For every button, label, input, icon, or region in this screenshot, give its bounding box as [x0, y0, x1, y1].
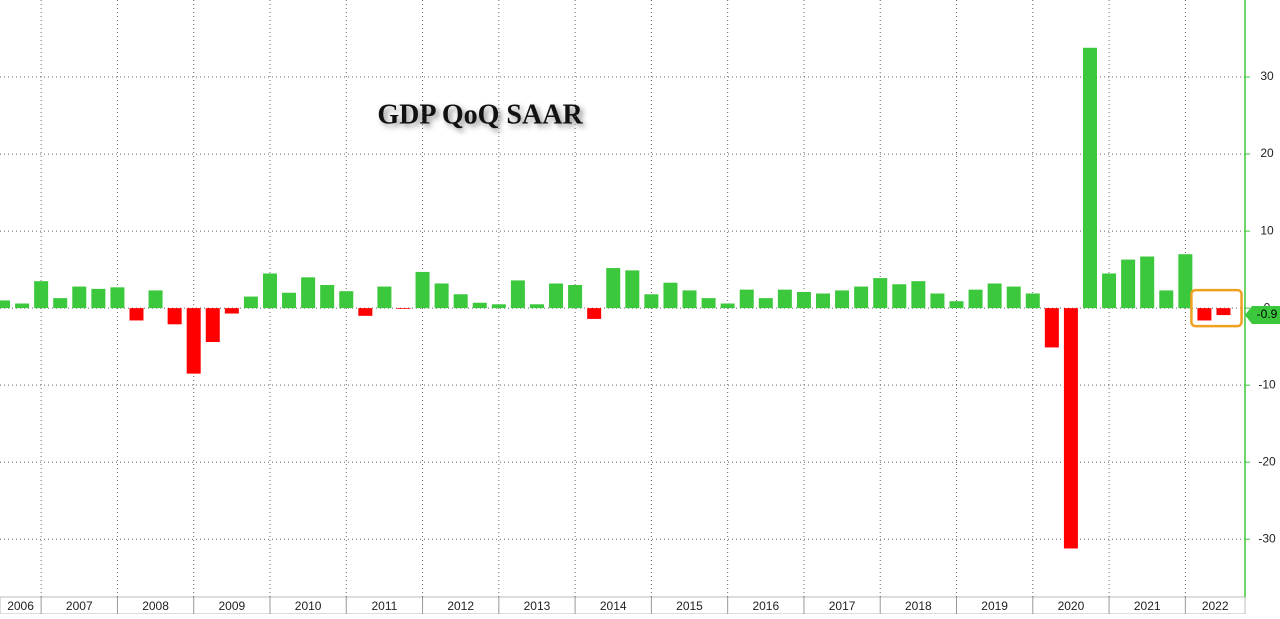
bar: [1216, 308, 1231, 316]
bar: [72, 286, 87, 309]
bar: [606, 268, 621, 309]
bar: [301, 277, 316, 309]
bar: [205, 308, 220, 343]
bar: [1102, 273, 1117, 309]
bar: [892, 284, 907, 309]
x-tick-label: 2022: [1202, 599, 1229, 613]
bar: [1121, 259, 1136, 309]
bar: [167, 308, 182, 325]
bar: [549, 283, 564, 309]
x-tick-label: 2021: [1134, 599, 1161, 613]
x-tick-label: 2018: [905, 599, 932, 613]
y-tick-label: -30: [1258, 531, 1276, 545]
bar: [1044, 308, 1059, 348]
bar: [758, 298, 773, 309]
bar: [949, 301, 964, 309]
bar: [739, 289, 754, 309]
bar: [1140, 256, 1155, 309]
bar: [320, 285, 335, 309]
x-tick-label: 2006: [7, 599, 34, 613]
bar: [339, 291, 354, 309]
y-tick-label: -20: [1258, 454, 1276, 468]
x-tick-label: 2017: [829, 599, 856, 613]
bar: [701, 298, 716, 309]
bar: [224, 308, 239, 314]
bar: [129, 308, 144, 321]
bar: [796, 291, 811, 309]
x-tick-label: 2014: [600, 599, 627, 613]
bar: [472, 302, 487, 309]
x-tick-label: 2011: [371, 599, 397, 613]
bar: [34, 281, 49, 309]
last-value-tag: [1245, 306, 1280, 325]
bar: [1159, 290, 1174, 309]
bar: [0, 300, 10, 309]
bar: [491, 304, 506, 309]
bar: [1006, 286, 1021, 309]
bar: [434, 283, 449, 309]
y-tick-label: -10: [1258, 377, 1276, 391]
last-value-label: -0.9: [1257, 307, 1278, 321]
chart-title: GDP QoQ SAAR: [377, 99, 583, 130]
bar: [777, 289, 792, 309]
bar: [415, 271, 430, 309]
bar: [568, 285, 583, 309]
bar: [243, 296, 258, 309]
x-tick-label: 2015: [676, 599, 703, 613]
x-tick-label: 2019: [981, 599, 1008, 613]
bar: [873, 278, 888, 309]
bar: [663, 282, 678, 309]
bar: [396, 308, 411, 309]
bar: [720, 303, 735, 309]
bar: [1197, 308, 1212, 321]
bar: [186, 308, 201, 374]
bar: [930, 293, 945, 309]
bar: [625, 270, 640, 309]
bar: [358, 308, 373, 316]
y-tick-label: 30: [1260, 69, 1274, 83]
x-tick-label: 2020: [1058, 599, 1085, 613]
x-tick-label: 2009: [218, 599, 245, 613]
y-tick-label: 10: [1260, 223, 1274, 237]
bar: [587, 308, 602, 319]
x-tick-label: 2012: [447, 599, 474, 613]
bar: [53, 298, 68, 309]
bar: [854, 286, 869, 309]
bar: [91, 288, 106, 309]
x-tick-label: 2013: [524, 599, 551, 613]
y-tick-label: 20: [1260, 146, 1274, 160]
bar: [282, 292, 297, 309]
bar: [835, 290, 850, 309]
bar: [15, 303, 30, 309]
bar: [1063, 308, 1078, 549]
bar: [110, 287, 125, 309]
bar: [377, 286, 392, 309]
x-tick-label: 2008: [142, 599, 169, 613]
bar: [529, 304, 544, 309]
bar: [911, 281, 926, 309]
x-tick-label: 2010: [295, 599, 322, 613]
x-tick-label: 2007: [66, 599, 93, 613]
bar: [453, 294, 468, 309]
x-tick-label: 2016: [752, 599, 779, 613]
bar: [510, 280, 525, 309]
bar: [816, 293, 831, 309]
highlight-box: [1190, 288, 1243, 328]
bar: [1025, 293, 1040, 309]
bar: [148, 290, 163, 309]
bar: [644, 294, 659, 309]
bar: [262, 273, 277, 309]
bar: [682, 290, 697, 309]
bar: [987, 283, 1002, 309]
bar: [1178, 254, 1193, 309]
bar: [968, 289, 983, 309]
bar: [1082, 47, 1097, 309]
